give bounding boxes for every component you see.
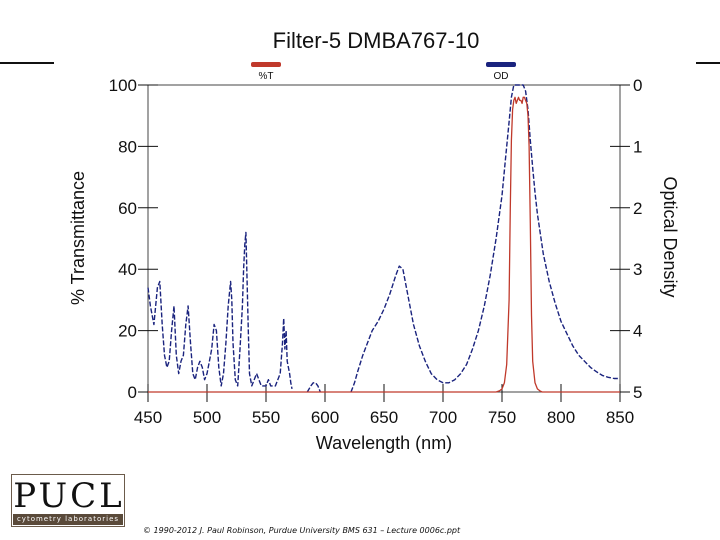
y2-tick-label: 3 bbox=[633, 260, 642, 279]
logo-subtext: cytometry laboratories bbox=[13, 514, 123, 525]
logo-text: PUCL bbox=[13, 476, 125, 516]
x-tick-label: 750 bbox=[488, 408, 516, 427]
y-tick-label: 80 bbox=[118, 137, 137, 156]
legend-label-optical-density: OD bbox=[494, 71, 509, 82]
series-line-transmittance bbox=[148, 96, 620, 393]
y-tick-label: 60 bbox=[118, 199, 137, 218]
x-tick-label: 550 bbox=[252, 408, 280, 427]
divider-right bbox=[696, 62, 720, 64]
x-axis-title: Wavelength (nm) bbox=[316, 433, 452, 453]
copyright-footer: © 1990-2012 J. Paul Robinson, Purdue Uni… bbox=[143, 526, 461, 535]
y-axis-title: % Transmittance bbox=[68, 171, 88, 305]
legend-swatch-transmittance bbox=[251, 62, 281, 67]
y2-tick-label: 2 bbox=[633, 199, 642, 218]
x-tick-label: 650 bbox=[370, 408, 398, 427]
plot-frame bbox=[147, 84, 621, 393]
x-tick-label: 850 bbox=[606, 408, 634, 427]
y-tick-label: 100 bbox=[109, 76, 137, 95]
y2-tick-label: 4 bbox=[633, 322, 642, 341]
filter-spectrum-chart: Filter-5 DMBA767-10 %T OD 0 20 40 60 80 100 5 4 3 2 1… bbox=[68, 28, 680, 453]
y2-tick-label: 5 bbox=[633, 383, 642, 402]
x-tick-label: 450 bbox=[134, 408, 162, 427]
y2-tick-label: 0 bbox=[633, 76, 642, 95]
series-line-optical-density bbox=[306, 382, 321, 393]
x-tick-label: 500 bbox=[193, 408, 221, 427]
chart-title: Filter-5 DMBA767-10 bbox=[273, 28, 480, 53]
pucl-logo: PUCL cytometry laboratories bbox=[11, 474, 125, 527]
divider-left bbox=[0, 62, 54, 64]
y-tick-label: 20 bbox=[118, 322, 137, 341]
y2-tick-label: 1 bbox=[633, 137, 642, 156]
series-line-optical-density bbox=[350, 84, 620, 393]
y2-axis-title: Optical Density bbox=[660, 176, 680, 297]
legend-swatch-optical-density bbox=[486, 62, 516, 67]
x-tick-label: 600 bbox=[311, 408, 339, 427]
y-tick-label: 40 bbox=[118, 260, 137, 279]
y-tick-label: 0 bbox=[128, 383, 137, 402]
legend-label-transmittance: %T bbox=[259, 71, 274, 82]
series-line-optical-density bbox=[147, 231, 293, 390]
x-tick-label: 800 bbox=[547, 408, 575, 427]
x-tick-label: 700 bbox=[429, 408, 457, 427]
